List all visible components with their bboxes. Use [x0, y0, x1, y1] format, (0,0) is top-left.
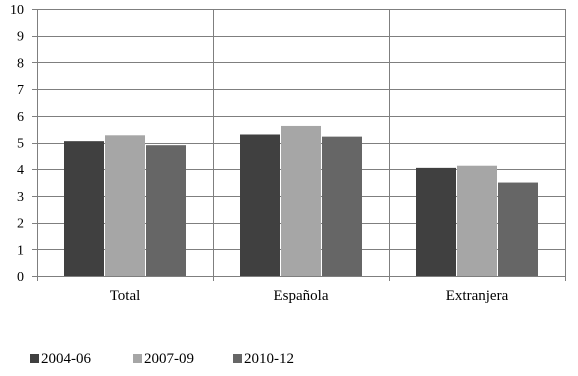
- y-tick-label: 8: [17, 56, 24, 71]
- bar-2010-12-Española: [322, 136, 362, 276]
- bar-2004-06-Extranjera: [416, 167, 456, 276]
- bars: [64, 125, 538, 276]
- bar-2007-09-Española: [281, 125, 321, 276]
- y-tick-label: 0: [17, 270, 24, 285]
- x-category-label: Extranjera: [446, 288, 509, 304]
- legend-item: 2010-12: [233, 351, 294, 367]
- legend-label: 2010-12: [244, 351, 294, 367]
- y-tick-labels: 0 1 2 3 4 5 6 7 8 9 10: [10, 3, 24, 285]
- y-tick-label: 6: [17, 110, 24, 125]
- legend-label: 2004-06: [41, 351, 91, 367]
- bar-2007-09-Extranjera: [457, 165, 497, 276]
- y-tick-label: 5: [17, 137, 24, 152]
- y-tick-label: 9: [17, 30, 24, 45]
- legend-label: 2007-09: [144, 351, 194, 367]
- legend-item: 2004-06: [30, 351, 91, 367]
- bar-2007-09-Total: [105, 135, 145, 276]
- y-tick-label: 2: [17, 217, 24, 232]
- bar-2004-06-Total: [64, 141, 104, 276]
- legend: 2004-06 2007-09 2010-12: [30, 351, 294, 367]
- bar-2010-12-Total: [146, 145, 186, 276]
- legend-swatch: [233, 354, 242, 363]
- y-tick-label: 7: [17, 83, 24, 98]
- y-tick-label: 1: [17, 243, 24, 258]
- x-category-labels: Total Española Extranjera: [110, 288, 509, 304]
- legend-item: 2007-09: [133, 351, 194, 367]
- y-tick-label: 4: [17, 163, 24, 178]
- bar-2010-12-Extranjera: [498, 182, 538, 276]
- bar-2004-06-Española: [240, 134, 280, 276]
- legend-swatch: [133, 354, 142, 363]
- legend-swatch: [30, 354, 39, 363]
- axes: [32, 9, 565, 281]
- x-category-label: Total: [110, 288, 141, 304]
- x-category-label: Española: [274, 288, 329, 304]
- y-tick-label: 10: [10, 3, 24, 18]
- y-tick-label: 3: [17, 190, 24, 205]
